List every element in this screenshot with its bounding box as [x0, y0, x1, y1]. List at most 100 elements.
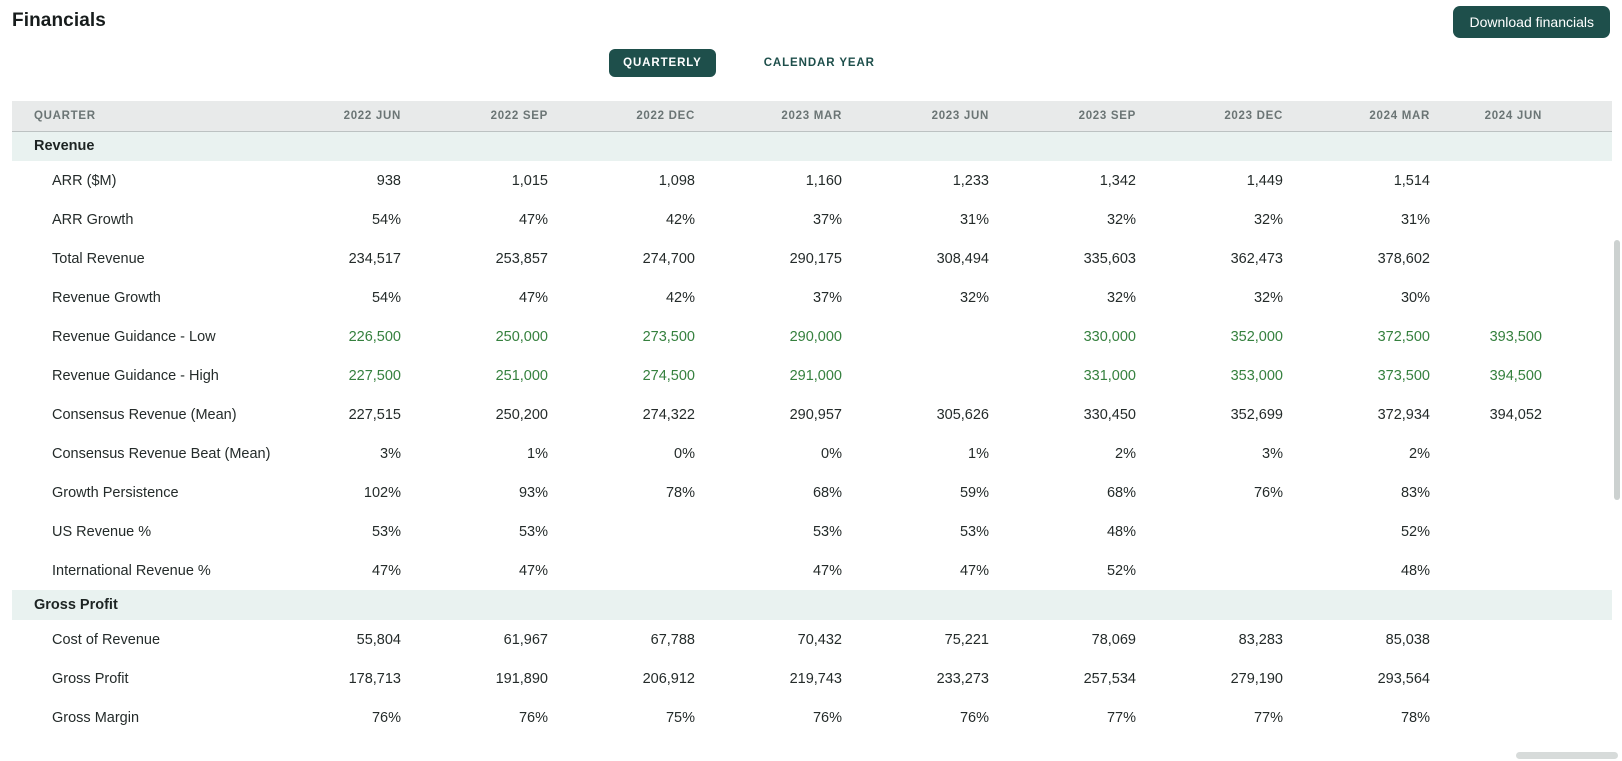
cell-value: 250,000	[495, 328, 548, 345]
cell-value: 42%	[665, 211, 695, 228]
cell-value	[1430, 161, 1612, 200]
vertical-scrollbar-thumb[interactable]	[1614, 240, 1620, 500]
cell-value: 78,069	[1091, 631, 1136, 648]
column-header: 2023 MAR	[695, 101, 842, 132]
cell-value: 76%	[371, 709, 401, 726]
cell-value: 61,967	[503, 631, 548, 648]
table-row: Consensus Revenue (Mean) 227,515 250,200 27…	[12, 395, 1612, 434]
cell-value: 0%	[674, 445, 695, 462]
cell-value: 393,500	[1489, 328, 1542, 345]
cell-value: 331,000	[1083, 367, 1136, 384]
table-row: Revenue Growth 54% 47% 42% 37% 32% 32% 32% 30%	[12, 278, 1612, 317]
cell-value: 47%	[518, 211, 548, 228]
table-row: Gross Profit 178,713 191,890 206,912 219,743…	[12, 659, 1612, 698]
row-label: Revenue Guidance - Low	[52, 328, 216, 345]
table-row: International Revenue % 47% 47% 47% 47% 52% 48…	[12, 551, 1612, 590]
cell-value: 305,626	[936, 406, 989, 423]
cell-value	[1430, 512, 1612, 551]
period-tabs: QUARTERLY CALENDAR YEAR	[0, 48, 1560, 78]
table-row: Gross Margin 76% 76% 75% 76% 76% 77% 77% 78%	[12, 698, 1612, 737]
row-label: Growth Persistence	[52, 484, 179, 501]
cell-value: 227,500	[348, 367, 401, 384]
cell-value: 55,804	[356, 631, 401, 648]
table-row: Growth Persistence 102% 93% 78% 68% 59% 68% 76%…	[12, 473, 1612, 512]
cell-value: 32%	[959, 289, 989, 306]
cell-value: 1,098	[658, 172, 695, 189]
cell-value	[1430, 278, 1612, 317]
cell-value: 191,890	[495, 670, 548, 687]
cell-value	[1430, 239, 1612, 278]
cell-value: 31%	[1400, 211, 1430, 228]
column-header: 2024 MAR	[1283, 101, 1430, 132]
tab-quarterly[interactable]: QUARTERLY	[609, 49, 716, 77]
cell-value: 234,517	[348, 250, 401, 267]
cell-value: 1,160	[805, 172, 842, 189]
download-financials-button[interactable]: Download financials	[1453, 6, 1610, 38]
cell-value: 47%	[371, 562, 401, 579]
cell-value: 378,602	[1377, 250, 1430, 267]
cell-value: 1,015	[511, 172, 548, 189]
cell-value: 1%	[527, 445, 548, 462]
cell-value: 37%	[812, 211, 842, 228]
table-header-row: QUARTER 2022 JUN 2022 SEP 2022 DEC 2023 MAR 2…	[12, 101, 1612, 132]
cell-value	[1430, 659, 1612, 698]
cell-value: 291,000	[789, 367, 842, 384]
topbar: Financials Download financials	[0, 0, 1622, 40]
cell-value: 2%	[1409, 445, 1430, 462]
cell-value: 352,699	[1230, 406, 1283, 423]
tab-calendar-year[interactable]: CALENDAR YEAR	[750, 49, 889, 77]
cell-value: 330,450	[1083, 406, 1136, 423]
row-label: Total Revenue	[52, 250, 145, 267]
cell-value: 330,000	[1083, 328, 1136, 345]
cell-value: 274,322	[642, 406, 695, 423]
cell-value: 47%	[518, 562, 548, 579]
row-label: ARR ($M)	[52, 172, 117, 189]
cell-value: 75%	[665, 709, 695, 726]
column-header: 2022 DEC	[548, 101, 695, 132]
cell-value: 206,912	[642, 670, 695, 687]
cell-value: 102%	[363, 484, 401, 501]
row-label: Consensus Revenue Beat (Mean)	[52, 445, 271, 462]
row-label: Revenue Guidance - High	[52, 367, 219, 384]
cell-value: 32%	[1253, 289, 1283, 306]
cell-value: 938	[376, 172, 401, 189]
cell-value: 227,515	[348, 406, 401, 423]
row-label: ARR Growth	[52, 211, 134, 228]
cell-value: 352,000	[1230, 328, 1283, 345]
table-row: ARR Growth 54% 47% 42% 37% 31% 32% 32% 31%	[12, 200, 1612, 239]
cell-value: 353,000	[1230, 367, 1283, 384]
cell-value: 76%	[1253, 484, 1283, 501]
cell-value: 233,273	[936, 670, 989, 687]
table-row: Cost of Revenue 55,804 61,967 67,788 70,432 7…	[12, 620, 1612, 659]
row-label: Consensus Revenue (Mean)	[52, 406, 237, 423]
cell-value: 1,342	[1099, 172, 1136, 189]
cell-value: 274,700	[642, 250, 695, 267]
row-label: US Revenue %	[52, 523, 152, 540]
cell-value: 32%	[1253, 211, 1283, 228]
cell-value: 178,713	[348, 670, 401, 687]
cell-value: 48%	[1106, 523, 1136, 540]
cell-value: 32%	[1106, 289, 1136, 306]
cell-value: 83,283	[1238, 631, 1283, 648]
cell-value: 293,564	[1377, 670, 1430, 687]
cell-value: 257,534	[1083, 670, 1136, 687]
table-row: ARR ($M) 938 1,015 1,098 1,160 1,233 1,342 1,44…	[12, 161, 1612, 200]
table-row: Total Revenue 234,517 253,857 274,700 290,17…	[12, 239, 1612, 278]
cell-value: 372,934	[1377, 406, 1430, 423]
section-header-row: Gross Profit	[12, 590, 1612, 620]
table-row: US Revenue % 53% 53% 53% 53% 48% 52%	[12, 512, 1612, 551]
column-header: 2023 JUN	[842, 101, 989, 132]
cell-value: 1,233	[952, 172, 989, 189]
cell-value: 76%	[959, 709, 989, 726]
cell-value: 3%	[380, 445, 401, 462]
cell-value	[1430, 698, 1612, 737]
cell-value: 52%	[1106, 562, 1136, 579]
cell-value: 77%	[1106, 709, 1136, 726]
cell-value: 68%	[1106, 484, 1136, 501]
cell-value: 53%	[371, 523, 401, 540]
cell-value: 32%	[1106, 211, 1136, 228]
cell-value: 54%	[371, 289, 401, 306]
cell-value	[842, 356, 989, 395]
horizontal-scrollbar-thumb[interactable]	[1516, 752, 1618, 759]
cell-value: 30%	[1400, 289, 1430, 306]
